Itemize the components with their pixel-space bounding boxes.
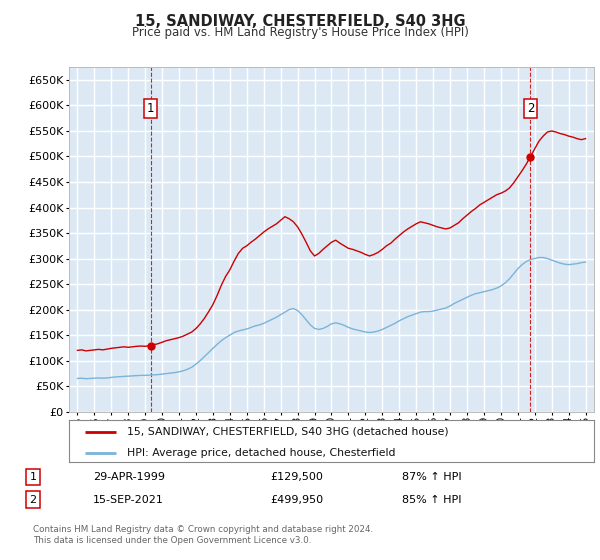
Text: 15, SANDIWAY, CHESTERFIELD, S40 3HG (detached house): 15, SANDIWAY, CHESTERFIELD, S40 3HG (det… [127, 427, 448, 437]
Text: £499,950: £499,950 [270, 494, 323, 505]
Text: 15, SANDIWAY, CHESTERFIELD, S40 3HG: 15, SANDIWAY, CHESTERFIELD, S40 3HG [134, 14, 466, 29]
Text: HPI: Average price, detached house, Chesterfield: HPI: Average price, detached house, Ches… [127, 448, 395, 458]
Text: 2: 2 [29, 494, 37, 505]
Text: 85% ↑ HPI: 85% ↑ HPI [402, 494, 461, 505]
Text: 1: 1 [147, 102, 155, 115]
Text: 1: 1 [29, 472, 37, 482]
Text: 87% ↑ HPI: 87% ↑ HPI [402, 472, 461, 482]
Text: Contains HM Land Registry data © Crown copyright and database right 2024.
This d: Contains HM Land Registry data © Crown c… [33, 525, 373, 545]
Text: 15-SEP-2021: 15-SEP-2021 [93, 494, 164, 505]
Text: Price paid vs. HM Land Registry's House Price Index (HPI): Price paid vs. HM Land Registry's House … [131, 26, 469, 39]
Text: £129,500: £129,500 [270, 472, 323, 482]
Text: 2: 2 [527, 102, 534, 115]
Text: 29-APR-1999: 29-APR-1999 [93, 472, 165, 482]
